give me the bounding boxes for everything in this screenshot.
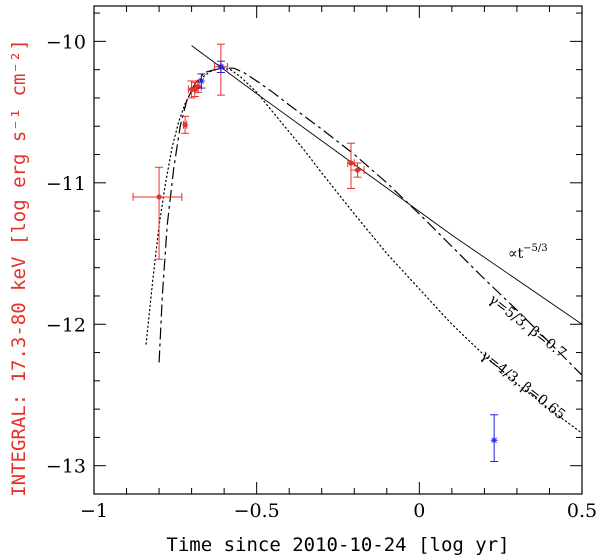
integral-point <box>132 166 183 260</box>
annotation-model-a: γ=5/3, β=0.7 <box>486 292 570 362</box>
star-stroke <box>218 64 224 70</box>
point-marker <box>156 194 162 200</box>
y-tick-label: −13 <box>46 456 86 478</box>
y-axis-title: INTEGRAL: 17.3-80 keV [log erg s⁻¹ cm⁻²] <box>8 39 30 497</box>
model-curve-1 <box>191 45 583 325</box>
annotation-model-b: γ=4/3, β=0.65 <box>478 348 569 424</box>
y-tick-label: −10 <box>46 31 86 53</box>
plot-frame <box>93 5 583 495</box>
point-marker <box>348 160 354 166</box>
point-marker <box>354 167 361 173</box>
swift-point <box>490 414 499 462</box>
x-tick-label: −0.5 <box>234 500 280 522</box>
model-curve-2 <box>158 67 583 376</box>
power-law-base: ∝t <box>508 246 523 262</box>
data-points <box>132 43 499 462</box>
x-tick-label: 0.5 <box>567 500 597 522</box>
axis-tick-labels: −1 −0.5 0 0.5 −10 −11 −12 −13 <box>46 31 597 522</box>
swift-point <box>197 73 206 89</box>
power-law-exponent: −5/3 <box>523 243 547 254</box>
integral-point <box>181 115 190 134</box>
x-tick-label: −1 <box>80 500 108 522</box>
x-axis-title: Time since 2010-10-24 [log yr] <box>166 534 509 556</box>
star-stroke <box>198 78 205 84</box>
star-stroke <box>491 437 497 444</box>
axis-ticks <box>93 6 583 495</box>
point-marker <box>182 122 188 128</box>
integral-point <box>350 162 365 178</box>
model-curve-3 <box>145 67 583 434</box>
annotation-power-law: ∝t−5/3 <box>508 243 548 262</box>
x-tick-label: 0 <box>413 500 425 522</box>
y-tick-label: −11 <box>46 173 86 195</box>
y-tick-label: −12 <box>46 314 86 336</box>
swift-point <box>216 60 225 73</box>
